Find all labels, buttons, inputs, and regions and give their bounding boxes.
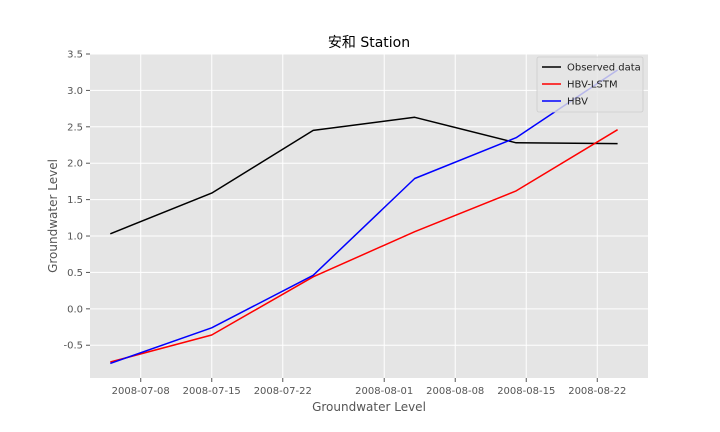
x-tick-label: 2008-08-08 xyxy=(426,386,484,397)
y-tick-label: 3.5 xyxy=(67,50,83,61)
x-tick-label: 2008-08-15 xyxy=(497,386,555,397)
legend-label-hbv: HBV xyxy=(567,97,588,108)
x-tick-label: 2008-07-15 xyxy=(183,386,241,397)
x-tick-label: 2008-07-08 xyxy=(112,386,170,397)
y-tick-label: 0.0 xyxy=(67,304,83,315)
grid-lines xyxy=(90,53,648,378)
series-lines xyxy=(110,69,619,365)
x-axis-label: Groundwater Level xyxy=(312,400,426,414)
legend-label-observed-data: Observed data xyxy=(567,63,641,74)
series-line-hbv-lstm xyxy=(110,129,618,363)
chart-title: 安和 Station xyxy=(328,35,410,51)
y-tick-label: 1.0 xyxy=(67,232,83,243)
y-tick-label: 2.5 xyxy=(67,122,83,133)
y-tick-label: 3.0 xyxy=(67,86,83,97)
y-axis-label: Groundwater Level xyxy=(46,159,60,273)
y-tick-label: 0.5 xyxy=(67,268,83,279)
legend-box xyxy=(536,56,644,113)
legend-label-hbv-lstm: HBV-LSTM xyxy=(567,80,618,91)
tick-labels: 3.5 3.0 2.5 2.0 1.5 1.0 0.5 0.0 -0.5 2008-07-08 20… xyxy=(63,50,626,398)
y-tick-label: -0.5 xyxy=(63,341,83,352)
x-tick-label: 2008-08-22 xyxy=(568,386,626,397)
series-line-hbv xyxy=(110,69,619,365)
y-tick-label: 2.0 xyxy=(67,159,83,170)
y-tick-label: 1.5 xyxy=(67,195,83,206)
series-line-observed-data xyxy=(110,116,618,235)
legend: Observed data HBV-LSTM HBV xyxy=(536,56,644,113)
x-tick-label: 2008-08-01 xyxy=(355,386,413,397)
x-tick-label: 2008-07-22 xyxy=(254,386,312,397)
